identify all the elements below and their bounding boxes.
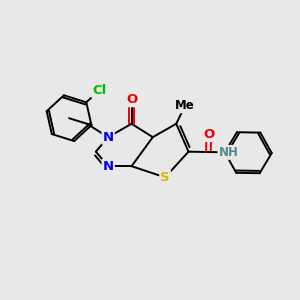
Text: N: N <box>103 160 114 173</box>
Text: O: O <box>126 93 137 106</box>
Text: O: O <box>203 128 214 141</box>
Text: Me: Me <box>175 99 195 112</box>
Text: NH: NH <box>218 146 238 159</box>
Text: N: N <box>103 131 114 144</box>
Text: Cl: Cl <box>92 84 106 97</box>
Text: S: S <box>160 171 170 184</box>
